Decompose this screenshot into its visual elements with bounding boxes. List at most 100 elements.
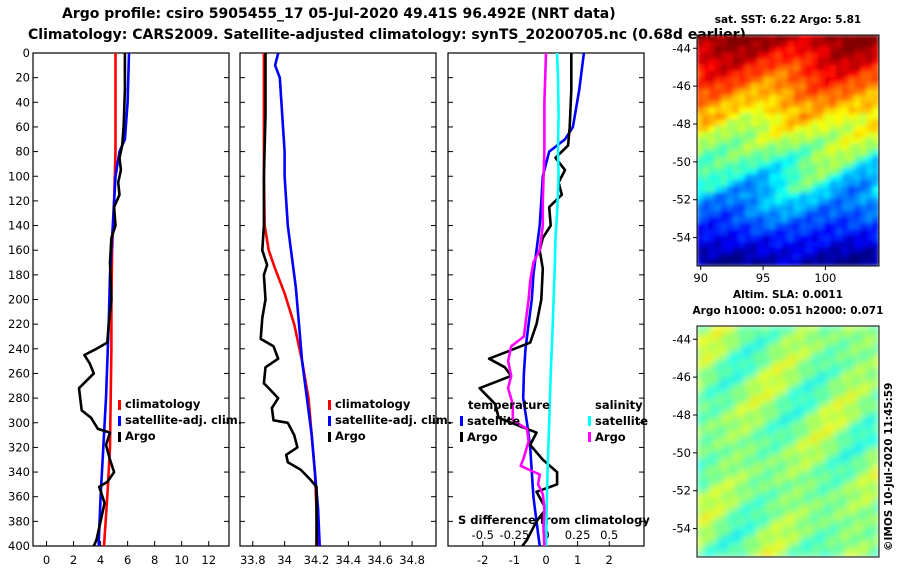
- map-cell: [848, 532, 856, 540]
- map-cell: [823, 174, 831, 182]
- map-cell: [714, 477, 722, 485]
- map-y-tick-label: -48: [672, 408, 691, 422]
- map-cell: [697, 204, 704, 212]
- map-cell: [860, 380, 868, 388]
- map-cell: [739, 229, 747, 237]
- map-cell: [866, 520, 874, 528]
- map-cell: [739, 355, 747, 363]
- map-cell: [702, 216, 710, 224]
- map-cell: [860, 355, 868, 363]
- map-cell: [726, 162, 734, 170]
- map-cell: [714, 513, 722, 521]
- map-cell: [757, 125, 765, 133]
- map-cell: [811, 180, 819, 188]
- map-cell: [769, 89, 777, 97]
- map-cell: [732, 538, 740, 546]
- map-cell: [732, 162, 740, 170]
- map-cell: [872, 337, 879, 345]
- map-cell: [739, 222, 747, 230]
- map-cell: [763, 222, 771, 230]
- map-cell: [836, 137, 844, 145]
- map-cell: [823, 483, 831, 491]
- map-cell: [854, 434, 862, 442]
- series-line-1: [521, 53, 586, 546]
- map-cell: [751, 216, 759, 224]
- map-cell: [805, 380, 813, 388]
- map-cell: [830, 162, 838, 170]
- legend-swatch: [328, 400, 331, 410]
- map-cell: [720, 119, 728, 127]
- map-cell: [697, 507, 704, 515]
- map-cell: [854, 453, 862, 461]
- map-cell: [830, 113, 838, 121]
- map-cell: [854, 459, 862, 467]
- map-cell: [860, 416, 868, 424]
- x-tick-label: 0: [542, 553, 549, 567]
- map-cell: [757, 83, 765, 91]
- map-cell: [866, 77, 874, 85]
- map-cell: [708, 501, 716, 509]
- map-cell: [697, 46, 704, 54]
- map-cell: [714, 392, 722, 400]
- map-cell: [817, 410, 825, 418]
- map-cell: [745, 416, 753, 424]
- map-cell: [726, 374, 734, 382]
- map-cell: [720, 544, 728, 552]
- map-cell: [708, 441, 716, 449]
- map-cell: [781, 326, 789, 333]
- map-cell: [830, 501, 838, 509]
- map-cell: [848, 210, 856, 218]
- map-cell: [872, 380, 879, 388]
- map-cell: [726, 343, 734, 351]
- map-cell: [842, 441, 850, 449]
- map-cell: [872, 331, 879, 339]
- map-cell: [708, 241, 716, 249]
- map-cell: [697, 162, 704, 170]
- map-cell: [854, 241, 862, 249]
- map-cell: [848, 513, 856, 521]
- map-cell: [805, 501, 813, 509]
- map-cell: [811, 428, 819, 436]
- map-cell: [872, 374, 879, 382]
- map-cell: [793, 235, 801, 243]
- map-cell: [823, 89, 831, 97]
- map-cell: [799, 71, 807, 79]
- map-cell: [811, 46, 819, 54]
- map-cell: [787, 125, 795, 133]
- map-cell: [708, 186, 716, 194]
- map-cell: [757, 107, 765, 115]
- map-cell: [799, 337, 807, 345]
- map-cell: [781, 229, 789, 237]
- depth-tick-label: 0: [23, 46, 30, 60]
- map-cell: [775, 349, 783, 357]
- map-cell: [751, 441, 759, 449]
- map-cell: [697, 343, 704, 351]
- map-cell: [793, 441, 801, 449]
- map-cell: [830, 459, 838, 467]
- map-cell: [854, 186, 862, 194]
- map-cell: [708, 259, 716, 266]
- map-cell: [842, 380, 850, 388]
- map-cell: [799, 386, 807, 394]
- map-cell: [757, 477, 765, 485]
- map-cell: [854, 447, 862, 455]
- map-cell: [763, 404, 771, 412]
- map-cell: [702, 374, 710, 382]
- map-cell: [708, 428, 716, 436]
- map-cell: [854, 137, 862, 145]
- map-cell: [769, 174, 777, 182]
- map-cell: [714, 71, 722, 79]
- map-cell: [823, 210, 831, 218]
- legend-swatch: [118, 400, 121, 410]
- map-cell: [763, 143, 771, 151]
- map-cell: [714, 58, 722, 66]
- map-cell: [745, 513, 753, 521]
- map-cell: [781, 465, 789, 473]
- map-cell: [793, 64, 801, 72]
- map-cell: [866, 58, 874, 66]
- map-cell: [830, 180, 838, 188]
- map-cell: [866, 95, 874, 103]
- map-cell: [787, 235, 795, 243]
- map-cell: [745, 489, 753, 497]
- map-cell: [714, 235, 722, 243]
